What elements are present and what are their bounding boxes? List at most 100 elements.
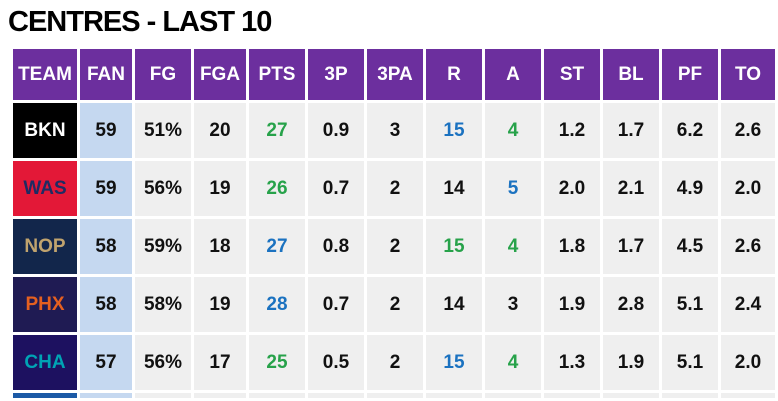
column-header-a: A <box>485 49 541 100</box>
table-row: WAS 59 56% 19 26 0.7 2 14 5 2.0 2.1 4.9 2.0 <box>13 161 775 216</box>
column-header-to: TO <box>721 49 775 100</box>
column-header-fg: FG <box>135 49 191 100</box>
stat-cell-fan: 57 <box>80 335 132 390</box>
page-title: CENTRES - LAST 10 <box>8 6 272 38</box>
partial-cell <box>662 393 718 398</box>
stats-table: TEAM FAN FG FGA PTS 3P 3PA R A ST BL PF TO BKN 59 51% 2… <box>10 46 778 401</box>
stat-cell-bl: 2.8 <box>603 277 659 332</box>
stat-cell-3pa: 2 <box>367 277 423 332</box>
column-header-3pa: 3PA <box>367 49 423 100</box>
stat-cell-to: 2.4 <box>721 277 775 332</box>
partial-cell <box>80 393 132 398</box>
table-row: NOP 58 59% 18 27 0.8 2 15 4 1.8 1.7 4.5 2.6 <box>13 219 775 274</box>
column-header-r: R <box>426 49 482 100</box>
stat-cell-fga: 17 <box>194 335 246 390</box>
stat-cell-3pa: 3 <box>367 103 423 158</box>
partial-cell <box>135 393 191 398</box>
stat-cell-3p: 0.7 <box>308 277 364 332</box>
stat-cell-a: 4 <box>485 335 541 390</box>
partial-cell <box>194 393 246 398</box>
stat-cell-3pa: 2 <box>367 161 423 216</box>
stat-cell-fan: 59 <box>80 103 132 158</box>
stat-cell-pts: 26 <box>249 161 305 216</box>
stat-cell-a: 4 <box>485 219 541 274</box>
stat-cell-st: 1.9 <box>544 277 600 332</box>
stat-cell-fg: 58% <box>135 277 191 332</box>
stat-cell-to: 2.0 <box>721 161 775 216</box>
stat-cell-bl: 1.9 <box>603 335 659 390</box>
team-cell: WAS <box>13 161 77 216</box>
partial-cell <box>308 393 364 398</box>
stat-cell-bl: 2.1 <box>603 161 659 216</box>
stat-cell-pf: 5.1 <box>662 335 718 390</box>
stat-cell-pts: 25 <box>249 335 305 390</box>
stat-cell-pf: 4.5 <box>662 219 718 274</box>
stat-cell-r: 14 <box>426 161 482 216</box>
table-body: BKN 59 51% 20 27 0.9 3 15 4 1.2 1.7 6.2 2.6 WAS 59 56% 1… <box>13 103 775 398</box>
stat-cell-st: 2.0 <box>544 161 600 216</box>
stat-cell-st: 1.2 <box>544 103 600 158</box>
column-header-3p: 3P <box>308 49 364 100</box>
stat-cell-st: 1.8 <box>544 219 600 274</box>
partial-cell <box>367 393 423 398</box>
partial-cell <box>426 393 482 398</box>
stat-cell-fg: 59% <box>135 219 191 274</box>
stat-cell-fga: 18 <box>194 219 246 274</box>
column-header-bl: BL <box>603 49 659 100</box>
stat-cell-a: 4 <box>485 103 541 158</box>
stat-cell-fga: 19 <box>194 277 246 332</box>
stat-cell-3p: 0.5 <box>308 335 364 390</box>
stat-cell-fan: 58 <box>80 277 132 332</box>
stat-cell-fga: 19 <box>194 161 246 216</box>
column-header-pts: PTS <box>249 49 305 100</box>
team-cell: CHA <box>13 335 77 390</box>
stat-cell-fga: 20 <box>194 103 246 158</box>
column-header-team: TEAM <box>13 49 77 100</box>
stat-cell-3p: 0.7 <box>308 161 364 216</box>
stat-cell-fan: 59 <box>80 161 132 216</box>
partial-cell <box>603 393 659 398</box>
stat-cell-3pa: 2 <box>367 219 423 274</box>
stat-cell-r: 14 <box>426 277 482 332</box>
stat-cell-3pa: 2 <box>367 335 423 390</box>
stat-cell-to: 2.6 <box>721 103 775 158</box>
team-cell: NOP <box>13 219 77 274</box>
table-row: BKN 59 51% 20 27 0.9 3 15 4 1.2 1.7 6.2 2.6 <box>13 103 775 158</box>
column-header-pf: PF <box>662 49 718 100</box>
stat-cell-r: 15 <box>426 103 482 158</box>
stat-cell-pf: 4.9 <box>662 161 718 216</box>
stat-cell-pts: 28 <box>249 277 305 332</box>
partial-cell <box>544 393 600 398</box>
stat-cell-bl: 1.7 <box>603 103 659 158</box>
stat-cell-to: 2.6 <box>721 219 775 274</box>
stat-cell-st: 1.3 <box>544 335 600 390</box>
table-row-partial <box>13 393 775 398</box>
stat-cell-bl: 1.7 <box>603 219 659 274</box>
stat-cell-r: 15 <box>426 335 482 390</box>
partial-cell <box>721 393 775 398</box>
team-cell: PHX <box>13 277 77 332</box>
stat-cell-pts: 27 <box>249 219 305 274</box>
partial-cell <box>485 393 541 398</box>
column-header-fga: FGA <box>194 49 246 100</box>
stat-cell-a: 5 <box>485 161 541 216</box>
column-header-fan: FAN <box>80 49 132 100</box>
stat-cell-to: 2.0 <box>721 335 775 390</box>
stat-cell-3p: 0.8 <box>308 219 364 274</box>
stat-cell-fg: 51% <box>135 103 191 158</box>
stat-cell-pts: 27 <box>249 103 305 158</box>
stat-cell-r: 15 <box>426 219 482 274</box>
column-header-st: ST <box>544 49 600 100</box>
stat-cell-pf: 6.2 <box>662 103 718 158</box>
header-row: TEAM FAN FG FGA PTS 3P 3PA R A ST BL PF TO <box>13 49 775 100</box>
stat-cell-a: 3 <box>485 277 541 332</box>
partial-cell <box>249 393 305 398</box>
table-row: PHX 58 58% 19 28 0.7 2 14 3 1.9 2.8 5.1 2.4 <box>13 277 775 332</box>
stat-cell-fg: 56% <box>135 335 191 390</box>
table-row: CHA 57 56% 17 25 0.5 2 15 4 1.3 1.9 5.1 2.0 <box>13 335 775 390</box>
stat-cell-3p: 0.9 <box>308 103 364 158</box>
stat-cell-fan: 58 <box>80 219 132 274</box>
team-cell: BKN <box>13 103 77 158</box>
stat-cell-pf: 5.1 <box>662 277 718 332</box>
stat-cell-fg: 56% <box>135 161 191 216</box>
